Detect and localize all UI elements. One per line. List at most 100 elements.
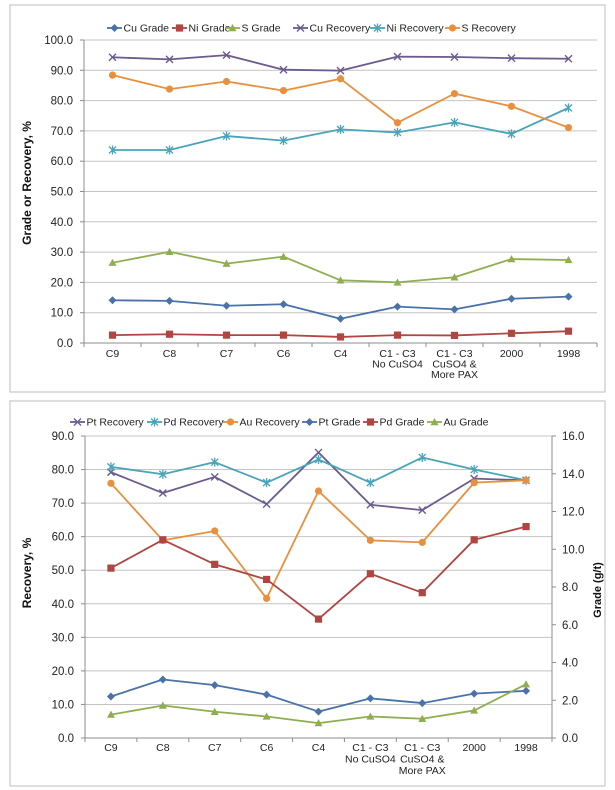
legend-label: Pt Grade	[319, 417, 361, 429]
legend-star-marker-icon	[373, 23, 382, 33]
x-tick-label-line: C1 - C3	[404, 742, 440, 754]
y2-axis-title: Grade (g/t)	[592, 562, 604, 618]
series-pt-grade	[106, 675, 531, 716]
pt-grade-point	[262, 690, 271, 699]
cu-grade-point	[507, 294, 516, 303]
x-tick-label-line: C1 - C3	[352, 742, 388, 754]
x-tick-label: 2000	[462, 742, 486, 754]
y-tick-label: 40.0	[51, 217, 73, 229]
legend-item-pt-grade: Pt Grade	[302, 417, 361, 429]
x-tick-label-line: C1 - C3	[436, 348, 472, 360]
x-tick-label-line: C9	[106, 348, 120, 360]
y-tick-label: 80.0	[52, 465, 74, 477]
x-tick-label: C9	[106, 348, 120, 360]
au-recovery-point	[522, 476, 530, 484]
au-grade-point	[106, 710, 115, 718]
y2-tick-label: 0.0	[562, 733, 578, 745]
cu-grade-point	[564, 292, 573, 301]
pt-recovery-point	[418, 506, 427, 515]
y-tick-label: 70.0	[51, 126, 73, 138]
x-tick-label-line: C1 - C3	[379, 348, 415, 360]
x-tick-label: C1 - C3 CuSO4 & More PAX	[431, 348, 478, 381]
ni-recovery-point	[165, 145, 174, 155]
legend-circle-marker-icon	[226, 418, 235, 426]
pd-recovery-point	[470, 465, 479, 475]
x-tick-label-line: C7	[220, 348, 234, 360]
y2-tick-label: 2.0	[562, 695, 578, 707]
legend-label: Pd Recovery	[164, 417, 225, 429]
pt-recovery-point	[262, 500, 271, 509]
y-tick-label: 0.0	[58, 733, 74, 745]
y-tick-label: 20.0	[51, 277, 73, 289]
legend-label: Ni Grade	[189, 23, 231, 35]
pd-grade-point	[418, 589, 426, 597]
cu-recovery-point	[108, 53, 117, 62]
legend-diamond-marker-icon	[110, 24, 119, 32]
s-recovery-point	[507, 102, 516, 110]
pt-grade-point	[470, 689, 479, 698]
x-tick-label-line: 1998	[514, 742, 538, 754]
y2-tick-label: 10.0	[562, 544, 584, 556]
legend-label: Au Recovery	[240, 417, 301, 429]
s-grade-point	[393, 278, 402, 286]
s-grade-point	[336, 276, 345, 284]
x-tick-label: C4	[312, 742, 326, 754]
ni-recovery-point	[450, 117, 459, 127]
y-tick-label: 0.0	[57, 338, 73, 350]
pd-recovery-point	[262, 478, 271, 488]
x-tick-label: C4	[334, 348, 348, 360]
pt-grade-point	[106, 692, 115, 701]
legend-item-s-recovery: S Recovery	[445, 23, 517, 35]
cu-recovery-point	[336, 66, 345, 75]
pt-recovery-point	[366, 500, 375, 509]
cu-recovery-point	[507, 54, 516, 63]
s-grade-point	[108, 258, 117, 266]
pgm-recovery-grade-chart: 0.0 10.0 20.0 30.0 40.0 50.0 60.0 70.0 80.0 90.0 R…	[9, 400, 606, 787]
x-tick-label-line: C4	[334, 348, 348, 360]
au-recovery-point	[263, 594, 271, 603]
x-tick-label-line: C6	[277, 348, 291, 360]
legend-item-cu-grade: Cu Grade	[107, 23, 169, 35]
pd-grade-point	[263, 575, 271, 584]
s-grade-point	[564, 255, 573, 264]
s-grade-point	[165, 247, 174, 255]
s-recovery-point	[336, 75, 345, 83]
x-tick-label-line: No CuSO4	[372, 359, 423, 371]
cu-grade-point	[393, 302, 402, 311]
x-tick-label-line: C6	[260, 742, 274, 754]
cu-grade-point	[450, 305, 459, 314]
y2-tick-label: 14.0	[562, 469, 584, 481]
pd-recovery-point	[314, 454, 323, 464]
series-s-grade	[108, 247, 573, 286]
series-pd-grade	[107, 523, 530, 623]
legend-label: Ni Recovery	[387, 23, 445, 35]
ni-grade-point	[222, 331, 231, 339]
y-tick-label: 10.0	[52, 699, 74, 711]
x-tick-label: C1 - C3 CuSO4 & More PAX	[399, 742, 446, 777]
legend-diamond-marker-icon	[305, 418, 314, 426]
legend-item-ni-recovery: Ni Recovery	[370, 23, 444, 35]
x-tick-label: C6	[277, 348, 291, 360]
legend-triangle-marker-icon	[228, 24, 237, 32]
ni-grade-point	[450, 331, 459, 340]
pd-recovery-point	[366, 478, 375, 488]
au-recovery-point	[470, 479, 478, 487]
y-tick-label: 70.0	[52, 498, 74, 510]
s-recovery-point	[222, 77, 231, 86]
y2-tick-label: 8.0	[562, 582, 578, 594]
ni-grade-point	[165, 330, 174, 338]
ni-recovery-point	[279, 136, 288, 146]
y-axis: 0.0 10.0 20.0 30.0 40.0 50.0 60.0 70.0 80.0 90.0 1…	[20, 35, 85, 350]
legend-circle-marker-icon	[448, 24, 457, 32]
pt-grade-point	[158, 675, 167, 684]
y-tick-label: 90.0	[51, 65, 73, 77]
au-grade-point	[418, 714, 427, 722]
x-tick-label: 1998	[514, 742, 538, 754]
y-axis: 0.0 10.0 20.0 30.0 40.0 50.0 60.0 70.0 80.0 90.0 R…	[20, 431, 86, 745]
ni-grade-point	[279, 331, 288, 339]
ni-recovery-point	[393, 127, 402, 137]
legend: Cu Grade Ni Grade S Grade Cu Recovery Ni Rec…	[107, 23, 517, 35]
pd-grade-point	[314, 615, 323, 623]
pd-grade-point	[470, 536, 478, 544]
